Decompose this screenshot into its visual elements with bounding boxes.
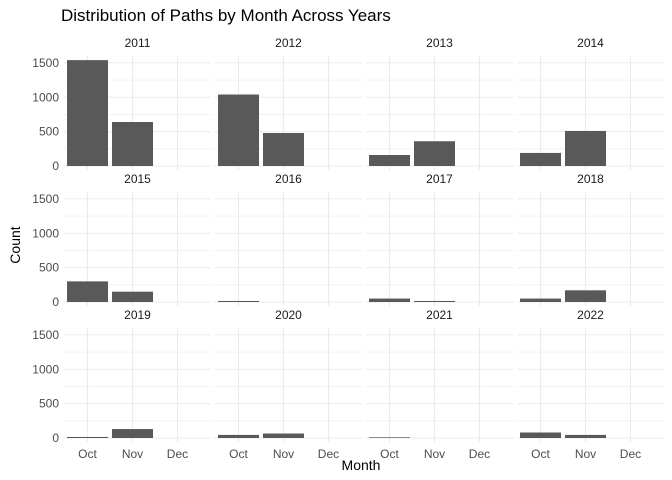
x-tick-label: Dec: [469, 447, 490, 461]
x-tick-label: Oct: [531, 447, 550, 461]
bar: [67, 436, 109, 438]
facet-label: 2014: [577, 36, 604, 50]
x-tick-label: Dec: [620, 447, 641, 461]
bar: [112, 122, 154, 166]
bar: [565, 130, 607, 166]
facet-label: 2016: [275, 172, 302, 186]
y-tick-label: 500: [39, 397, 59, 411]
facet-label: 2013: [426, 36, 453, 50]
bar: [218, 300, 260, 302]
y-tick-label: 0: [52, 431, 59, 445]
x-tick-label: Oct: [78, 447, 97, 461]
bar: [520, 432, 562, 438]
y-tick-label: 1000: [32, 90, 59, 104]
facet-label: 2021: [426, 308, 453, 322]
bar: [369, 155, 411, 166]
y-axis-title: Count: [7, 226, 23, 263]
y-tick-label: 500: [39, 125, 59, 139]
bar: [263, 433, 305, 438]
bar: [369, 437, 411, 438]
x-tick-label: Dec: [167, 447, 188, 461]
y-tick-label: 1000: [32, 226, 59, 240]
bar: [218, 434, 260, 438]
bar: [112, 429, 154, 438]
y-tick-label: 1000: [32, 362, 59, 376]
bar: [369, 298, 411, 302]
facet-label: 2011: [125, 36, 151, 50]
facet-label: 2019: [124, 308, 151, 322]
bar: [67, 60, 109, 166]
facet-label: 2012: [275, 36, 302, 50]
facet-label: 2015: [124, 172, 151, 186]
y-tick-label: 500: [39, 261, 59, 275]
bar: [112, 291, 154, 302]
y-tick-label: 0: [52, 159, 59, 173]
bar: [218, 94, 260, 166]
x-tick-label: Oct: [229, 447, 248, 461]
x-tick-label: Oct: [380, 447, 399, 461]
bar: [565, 290, 607, 302]
bar: [565, 434, 607, 438]
bar: [67, 281, 109, 302]
x-tick-label: Nov: [575, 447, 596, 461]
x-tick-label: Nov: [122, 447, 143, 461]
x-tick-label: Dec: [318, 447, 339, 461]
facet-label: 2018: [577, 172, 604, 186]
facet-label: 2020: [275, 308, 302, 322]
bar: [414, 141, 456, 166]
bar: [414, 300, 456, 302]
y-tick-label: 1500: [32, 56, 59, 70]
bar: [520, 298, 562, 302]
chart-title: Distribution of Paths by Month Across Ye…: [61, 6, 391, 25]
x-tick-label: Nov: [273, 447, 294, 461]
facet-label: 2022: [577, 308, 604, 322]
y-tick-label: 1500: [32, 192, 59, 206]
y-tick-label: 0: [52, 295, 59, 309]
x-tick-label: Nov: [424, 447, 445, 461]
y-tick-label: 1500: [32, 328, 59, 342]
bar: [263, 133, 305, 166]
bar: [520, 152, 562, 166]
x-axis-title: Month: [342, 457, 381, 473]
facet-label: 2017: [426, 172, 453, 186]
